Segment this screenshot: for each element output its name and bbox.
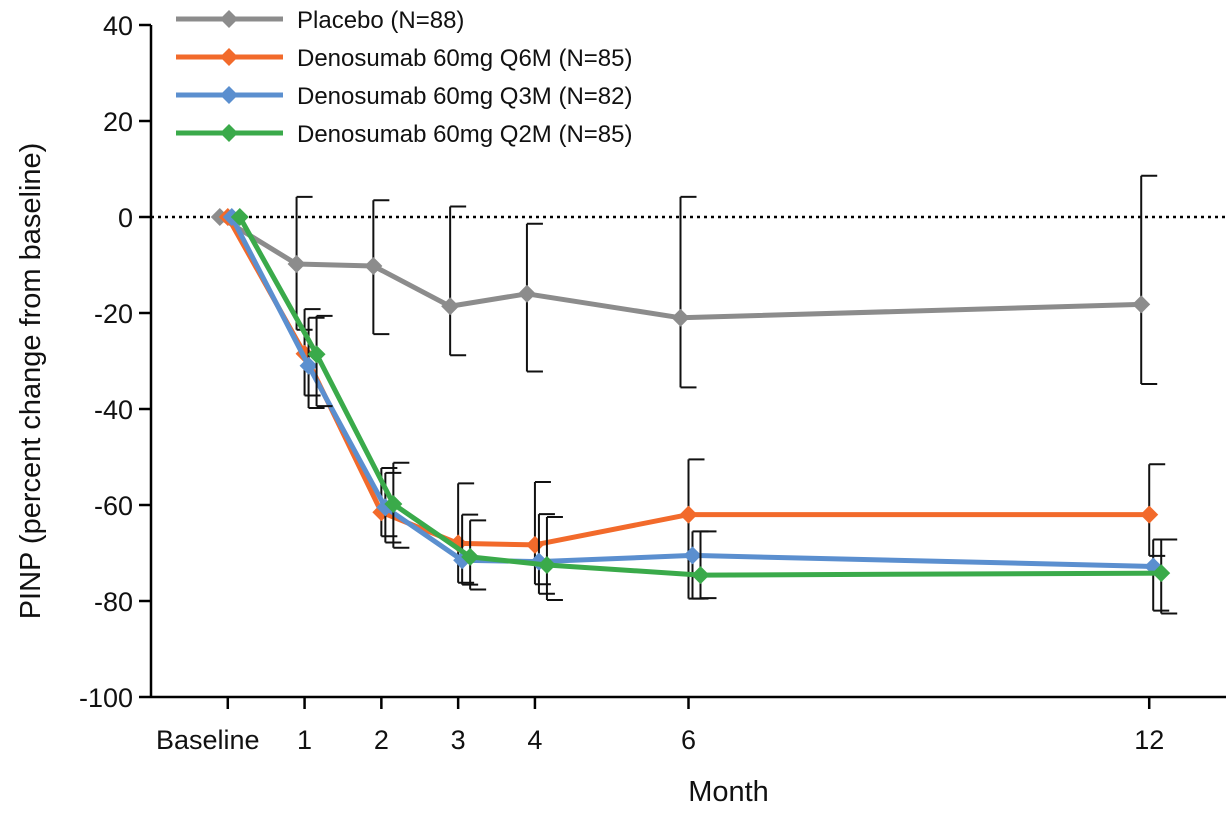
y-tick-label: -20 — [94, 299, 133, 329]
data-point — [537, 556, 556, 574]
legend: Placebo (N=88) Denosumab 60mg Q6M (N=85) D… — [176, 7, 632, 148]
y-tick-label: 40 — [103, 11, 133, 41]
legend-label: Placebo (N=88) — [297, 7, 464, 34]
data-point — [517, 284, 536, 303]
x-axis-ticks: Baseline 1 2 3 4 6 12 — [156, 697, 1164, 755]
x-tick-label: 3 — [451, 725, 466, 755]
y-tick-label: 20 — [103, 107, 133, 137]
x-axis-title: Month — [688, 776, 769, 808]
data-point — [1140, 505, 1159, 524]
legend-label: Denosumab 60mg Q3M (N=82) — [297, 83, 632, 110]
x-tick-label: 2 — [374, 725, 389, 755]
series-3 — [230, 208, 1178, 615]
data-point — [1152, 564, 1171, 583]
y-axis-title: PINP (percent change from baseline) — [15, 143, 47, 620]
x-tick-label: 12 — [1134, 725, 1164, 755]
data-point — [364, 256, 383, 275]
legend-item: Denosumab 60mg Q3M (N=82) — [176, 83, 632, 110]
data-point — [461, 547, 480, 566]
y-tick-label: -60 — [94, 491, 133, 521]
legend-item: Denosumab 60mg Q2M (N=85) — [176, 121, 632, 148]
data-point — [287, 255, 306, 274]
data-point — [525, 535, 544, 554]
x-tick-label: 6 — [681, 725, 696, 755]
y-tick-label: 0 — [118, 203, 133, 233]
data-point — [691, 566, 710, 585]
data-point — [441, 297, 460, 316]
data-point — [1132, 295, 1151, 314]
legend-swatch-marker — [220, 10, 238, 28]
legend-label: Denosumab 60mg Q2M (N=85) — [297, 121, 632, 148]
y-tick-label: -40 — [94, 395, 133, 425]
legend-swatch-marker — [220, 124, 238, 142]
y-tick-label: -100 — [79, 683, 133, 713]
plot-area — [210, 174, 1178, 615]
legend-swatch-marker — [220, 86, 238, 104]
series-2 — [222, 208, 1170, 612]
y-tick-label: -80 — [94, 587, 133, 617]
data-point — [683, 546, 702, 565]
legend-label: Denosumab 60mg Q6M (N=85) — [297, 45, 632, 72]
data-point — [671, 308, 690, 327]
y-axis-ticks: 40 20 0 -20 -40 -60 -80 -100 — [79, 11, 151, 713]
legend-item: Placebo (N=88) — [176, 7, 464, 34]
data-point — [299, 356, 318, 375]
data-point — [230, 208, 249, 226]
data-point — [679, 505, 698, 524]
legend-swatch-marker — [220, 48, 238, 66]
x-tick-label: 4 — [527, 725, 542, 755]
data-point — [384, 495, 403, 514]
series-0 — [210, 174, 1158, 389]
legend-item: Denosumab 60mg Q6M (N=85) — [176, 45, 632, 72]
x-tick-label: Baseline — [156, 725, 260, 755]
x-tick-label: 1 — [297, 725, 312, 755]
data-point — [307, 345, 326, 364]
